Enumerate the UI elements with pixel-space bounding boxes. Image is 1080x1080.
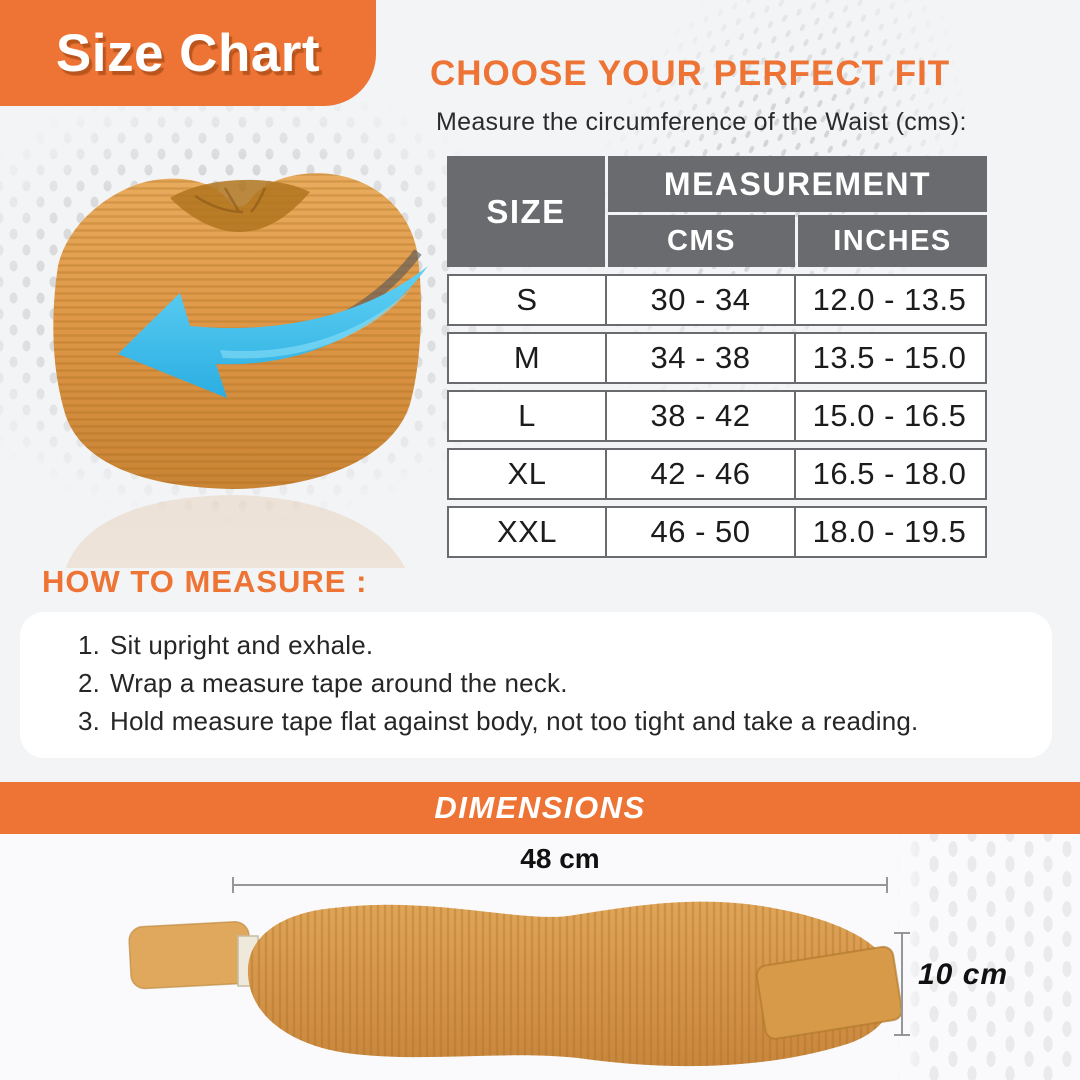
title-banner: Size Chart [0, 0, 376, 106]
cms-value: 30 - 34 [605, 276, 794, 324]
size-table-header: SIZE MEASUREMENT CMS INCHES [447, 156, 987, 267]
table-row-s: S 30 - 34 12.0 - 13.5 [447, 274, 987, 326]
col-header-measurement: MEASUREMENT [608, 156, 987, 212]
fit-heading: CHOOSE YOUR PERFECT FIT [430, 54, 951, 93]
inches-value: 15.0 - 16.5 [794, 392, 983, 440]
size-value: XXL [496, 514, 558, 549]
size-value: M [513, 340, 541, 375]
inches-value: 12.0 - 13.5 [794, 276, 983, 324]
size-table-body: S 30 - 34 12.0 - 13.5 M 34 - 38 13.5 - 1… [447, 274, 987, 558]
curved-arrow-icon [118, 266, 428, 398]
step-text: Sit upright and exhale. [110, 630, 374, 660]
table-row-xxl: XXL 46 - 50 18.0 - 19.5 [447, 506, 987, 558]
step-text: Wrap a measure tape around the neck. [110, 668, 568, 698]
cms-value: 38 - 42 [605, 392, 794, 440]
step-text: Hold measure tape flat against body, not… [110, 706, 919, 736]
measure-step-1: 1. Sit upright and exhale. [78, 630, 1052, 668]
table-row-l: L 38 - 42 15.0 - 16.5 [447, 390, 987, 442]
height-dimension-line [894, 932, 910, 1036]
inches-value: 16.5 - 18.0 [794, 450, 983, 498]
col-header-inches: INCHES [798, 215, 987, 267]
table-row-xl: XL 42 - 46 16.5 - 18.0 [447, 448, 987, 500]
flat-collar-photo [128, 901, 903, 1067]
size-value: L [518, 398, 536, 433]
cms-value: 42 - 46 [605, 450, 794, 498]
fit-subtitle: Measure the circumference of the Waist (… [436, 108, 967, 136]
step-number: 2. [78, 668, 101, 698]
velcro-patch [755, 945, 903, 1040]
col-header-size: SIZE [447, 156, 605, 267]
inches-value: 13.5 - 15.0 [794, 334, 983, 382]
size-value: XL [507, 456, 547, 491]
step-number: 1. [78, 630, 101, 660]
page-title: Size Chart [55, 23, 321, 83]
cms-value: 34 - 38 [605, 334, 794, 382]
table-row-m: M 34 - 38 13.5 - 15.0 [447, 332, 987, 384]
collar-inner-fold [170, 179, 310, 232]
size-value: S [516, 282, 538, 317]
step-number: 3. [78, 706, 101, 736]
dimensions-banner-label: DIMENSIONS [434, 790, 646, 825]
how-to-measure-heading: HOW TO MEASURE : [42, 564, 368, 599]
height-dimension-label: 10 cm [918, 958, 1009, 991]
how-to-measure-box: 1. Sit upright and exhale. 2. Wrap a mea… [20, 612, 1052, 758]
collar-reflection [66, 495, 406, 568]
measure-step-3: 3. Hold measure tape flat against body, … [78, 706, 1052, 744]
width-dimension-label: 48 cm [520, 843, 600, 874]
cervical-collar-photo [53, 173, 428, 568]
inches-value: 18.0 - 19.5 [794, 508, 983, 556]
col-header-cms: CMS [608, 215, 795, 267]
collar-strap [128, 921, 252, 990]
width-dimension-line [232, 877, 888, 893]
size-table: SIZE MEASUREMENT CMS INCHES S 30 - 34 12… [447, 156, 987, 564]
cms-value: 46 - 50 [605, 508, 794, 556]
dimensions-banner: DIMENSIONS [0, 782, 1080, 834]
measure-step-2: 2. Wrap a measure tape around the neck. [78, 668, 1052, 706]
